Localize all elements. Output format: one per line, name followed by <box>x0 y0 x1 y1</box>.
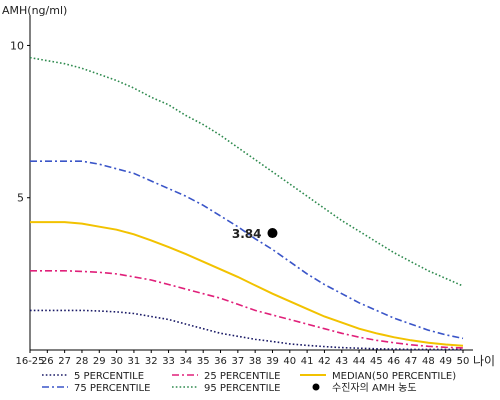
x-tick-label: 31 <box>128 356 141 367</box>
legend-entry-label: MEDIAN(50 PERCENTILE) <box>332 371 456 382</box>
y-axis-label: AMH(ng/ml) <box>2 4 67 17</box>
x-tick-label: 44 <box>353 356 366 367</box>
x-tick-label: 26 <box>41 356 54 367</box>
x-tick-label: 16-25 <box>15 356 44 367</box>
legend-marker <box>312 383 320 391</box>
x-tick-label: 34 <box>180 356 193 367</box>
x-tick-label: 41 <box>301 356 314 367</box>
x-tick-label: 38 <box>249 356 262 367</box>
x-tick-label: 39 <box>266 356 279 367</box>
x-tick-label: 47 <box>405 356 418 367</box>
series-layer <box>29 56 464 351</box>
x-tick-label: 48 <box>422 356 435 367</box>
x-tick-label: 33 <box>162 356 175 367</box>
highlight-layer: 3.84 <box>232 227 278 241</box>
x-tick-label: 49 <box>439 356 452 367</box>
x-tick-label: 50 <box>457 356 470 367</box>
x-tick-label: 36 <box>214 356 227 367</box>
x-tick-label: 42 <box>318 356 331 367</box>
y-tick-label: 5 <box>17 192 24 205</box>
series-line <box>30 221 464 347</box>
legend-entry-label: 수진자의 AMH 농도 <box>332 382 417 394</box>
x-tick-label: 46 <box>387 356 400 367</box>
x-tick-label: 30 <box>110 356 123 367</box>
x-tick-label: 43 <box>335 356 348 367</box>
legend-entry-label: 25 PERCENTILE <box>204 371 280 382</box>
x-tick-label: 37 <box>231 356 244 367</box>
y-tick-label: 10 <box>10 39 24 52</box>
legend-entry-label: 5 PERCENTILE <box>74 371 144 382</box>
series-line <box>30 160 464 340</box>
x-tick-label: 27 <box>58 356 71 367</box>
legend-entry-label: 95 PERCENTILE <box>204 383 280 394</box>
series-line <box>29 56 464 287</box>
x-tick-label: 35 <box>197 356 210 367</box>
x-tick-label: 40 <box>283 356 296 367</box>
x-tick-label: 45 <box>370 356 383 367</box>
legend-entry-label: 75 PERCENTILE <box>74 383 150 394</box>
legend: 5 PERCENTILE 25 PERCENTILE MEDIAN(50 PERCE… <box>42 371 456 394</box>
series-line <box>30 269 464 349</box>
patient-point-label: 3.84 <box>232 227 262 241</box>
x-tick-label: 28 <box>76 356 89 367</box>
x-tick-label: 29 <box>93 356 106 367</box>
x-axis-label: 나이 <box>473 354 495 368</box>
x-tick-label: 32 <box>145 356 158 367</box>
patient-point <box>267 228 278 239</box>
